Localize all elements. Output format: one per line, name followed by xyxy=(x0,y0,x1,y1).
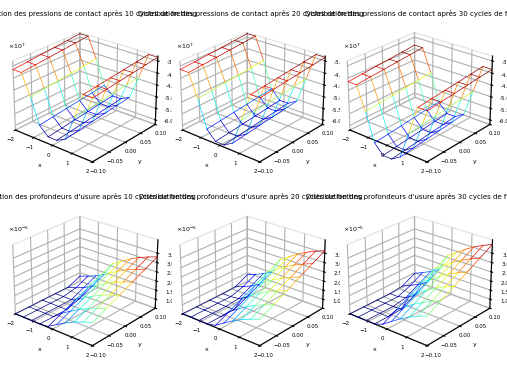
Y-axis label: y: y xyxy=(138,159,142,164)
Title: Distribution des pressions de contact après 20 cycles de fretting: Distribution des pressions de contact ap… xyxy=(138,10,364,16)
Y-axis label: y: y xyxy=(306,342,309,347)
Y-axis label: y: y xyxy=(473,159,477,164)
X-axis label: x: x xyxy=(38,163,42,168)
Text: $\times 10^7$: $\times 10^7$ xyxy=(8,41,26,51)
Text: $\times 10^{-5}$: $\times 10^{-5}$ xyxy=(8,225,29,234)
Title: Distribution des profondeurs d'usure après 10 cycles de fretting: Distribution des profondeurs d'usure apr… xyxy=(0,194,196,200)
X-axis label: x: x xyxy=(205,163,209,168)
Title: Distribution des profondeurs d'usure après 20 cycles de fretting: Distribution des profondeurs d'usure apr… xyxy=(139,194,363,200)
Title: Distribution des profondeurs d'usure après 30 cycles de fretting: Distribution des profondeurs d'usure apr… xyxy=(306,194,507,200)
X-axis label: x: x xyxy=(373,346,376,352)
Title: Distribution des pressions de contact après 10 cycles de fretting: Distribution des pressions de contact ap… xyxy=(0,10,197,16)
Y-axis label: y: y xyxy=(306,159,309,164)
X-axis label: x: x xyxy=(373,163,376,168)
Title: Distribution des pressions de contact après 30 cycles de fretting: Distribution des pressions de contact ap… xyxy=(305,10,507,16)
Y-axis label: y: y xyxy=(138,342,142,347)
X-axis label: x: x xyxy=(38,346,42,352)
Text: $\times 10^{-5}$: $\times 10^{-5}$ xyxy=(343,225,364,234)
Text: $\times 10^{-5}$: $\times 10^{-5}$ xyxy=(175,225,197,234)
Y-axis label: y: y xyxy=(473,342,477,347)
X-axis label: x: x xyxy=(205,346,209,352)
Text: $\times 10^7$: $\times 10^7$ xyxy=(175,41,193,51)
Text: $\times 10^7$: $\times 10^7$ xyxy=(343,41,360,51)
